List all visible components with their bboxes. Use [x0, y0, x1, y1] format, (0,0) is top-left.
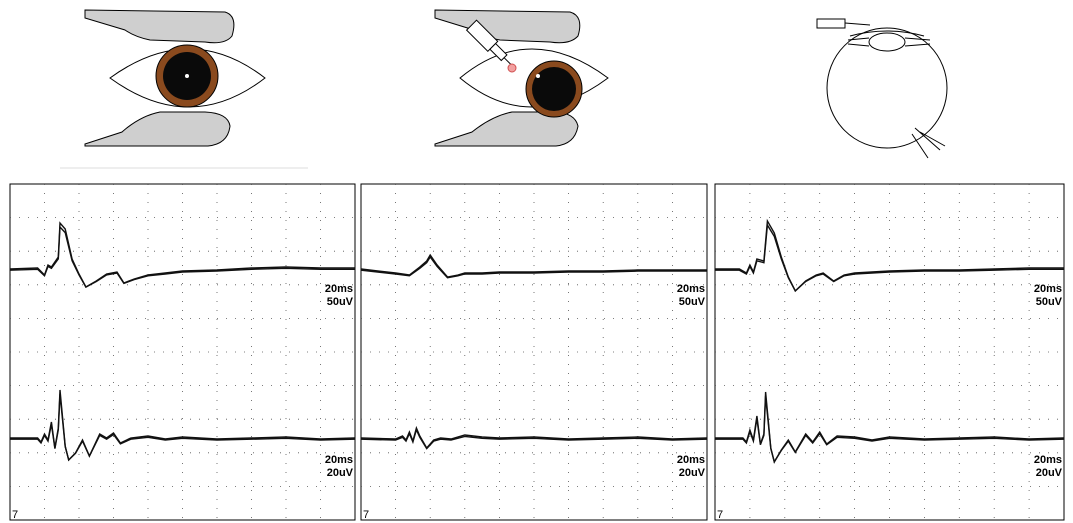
time-scale-label: 20ms [677, 283, 705, 295]
illustration-eye-probe [434, 9, 609, 147]
time-scale-label: 20ms [1034, 283, 1062, 295]
panel-frame [714, 183, 1065, 521]
recording-panels: 20ms50uV20ms20uV720ms50uV20ms20uV720ms50… [9, 183, 1065, 521]
amplitude-scale-label: 50uV [1036, 296, 1063, 308]
amplitude-scale-label: 20uV [1036, 467, 1063, 479]
time-scale-label: 20ms [677, 454, 705, 466]
upper-eyelid-retractor [84, 9, 235, 44]
amplitude-scale-label: 50uV [327, 296, 354, 308]
fixation-light-icon [185, 74, 189, 78]
erg-trace [360, 427, 708, 450]
upper-eyelid-retractor [434, 9, 581, 44]
pupil [532, 67, 576, 111]
erg-trace [360, 255, 707, 279]
erg-trace [10, 394, 356, 462]
time-scale-label: 20ms [325, 283, 353, 295]
erg-trace [715, 222, 1064, 293]
amplitude-scale-label: 20uV [679, 467, 706, 479]
lens [868, 32, 906, 52]
illustration-eye-fixation [84, 9, 266, 147]
corner-mark: 7 [363, 509, 369, 521]
erg-trace [360, 253, 707, 278]
erg-trace [715, 395, 1065, 464]
corner-mark: 7 [12, 509, 18, 521]
lower-eyelid-retractor [434, 111, 579, 147]
time-scale-label: 20ms [325, 454, 353, 466]
electrode-icon [911, 127, 946, 159]
amplitude-scale-label: 50uV [679, 296, 706, 308]
reflection-dot-icon [536, 74, 540, 78]
ciliary-lines [847, 37, 931, 47]
probe-tip-icon [844, 22, 871, 26]
amplitude-scale-label: 20uV [327, 467, 354, 479]
lower-eyelid-retractor [84, 111, 231, 147]
time-scale-label: 20ms [1034, 454, 1062, 466]
cornea-line [849, 30, 925, 37]
eyeball-outline [826, 27, 948, 149]
illustration-eyeball-section [816, 18, 948, 159]
panel-frame [360, 183, 708, 521]
corner-mark: 7 [717, 509, 723, 521]
erg-trace [9, 225, 355, 289]
panel-frame [9, 183, 356, 521]
probe-body-icon [816, 18, 846, 29]
stimulus-spot-icon [507, 63, 517, 73]
